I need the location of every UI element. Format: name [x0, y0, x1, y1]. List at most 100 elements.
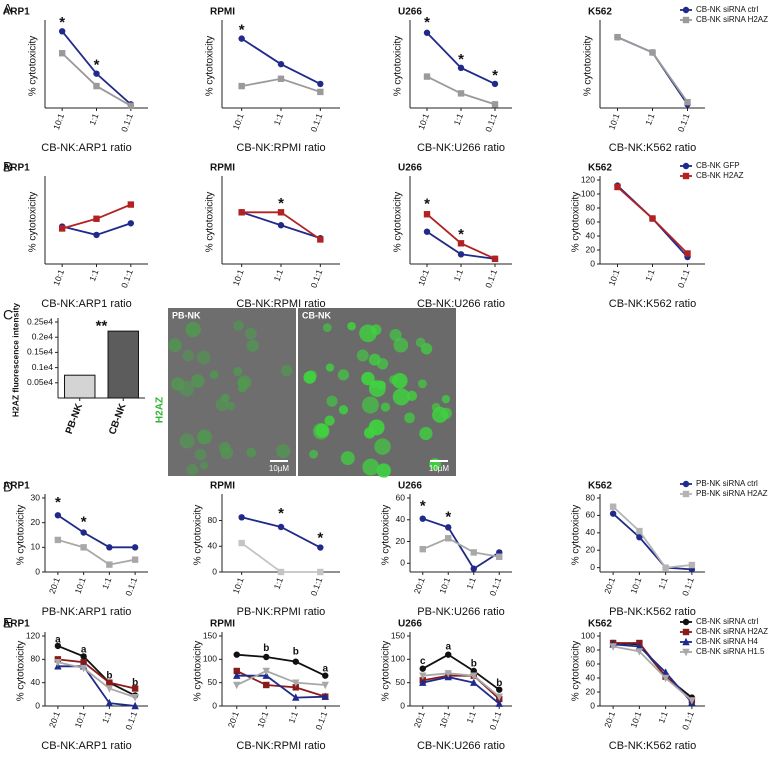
- x-tick-label: 1:1: [272, 576, 286, 591]
- cell: [374, 438, 391, 455]
- cell: [361, 371, 375, 386]
- marker: [661, 668, 670, 676]
- x-tick-label: 20:1: [47, 710, 62, 729]
- series-line: [236, 670, 326, 686]
- cell: [197, 429, 212, 445]
- cell: [244, 327, 257, 340]
- series-line: [57, 539, 136, 566]
- y-tick-label: 20: [396, 536, 406, 546]
- marker: [131, 694, 139, 702]
- marker: [127, 102, 135, 110]
- panel-letter: B: [3, 159, 12, 175]
- x-tick-label: 1:1: [87, 112, 101, 127]
- panel-letter: A: [3, 1, 13, 17]
- x-tick-label: 0.1:1: [487, 710, 503, 731]
- y-axis-label: % cytotoxicity: [205, 192, 216, 253]
- cell: [417, 379, 427, 389]
- y-tick-label: 20: [586, 686, 596, 696]
- marker: [491, 80, 499, 88]
- marker: [682, 172, 690, 180]
- x-tick-label: 10:1: [437, 576, 452, 595]
- series-line: [612, 645, 693, 702]
- x-tick-label: 1:1: [656, 576, 670, 591]
- annotation: *: [278, 505, 284, 522]
- marker: [419, 545, 426, 553]
- marker: [262, 667, 270, 676]
- marker: [54, 659, 62, 667]
- legend-label: CB-NK siRNA ctrl: [696, 5, 758, 14]
- marker: [292, 658, 299, 665]
- marker: [54, 512, 62, 519]
- series-line: [422, 672, 500, 698]
- x-tick-label: 0.1:1: [483, 268, 499, 289]
- annotation: c: [420, 656, 426, 667]
- marker: [131, 544, 139, 551]
- chart-title: ARP1: [3, 481, 30, 492]
- cell: [347, 321, 356, 331]
- cell: [303, 371, 317, 384]
- cell: [393, 337, 409, 353]
- x-tick-label: 10:1: [606, 112, 621, 131]
- marker: [609, 643, 617, 651]
- annotation: *: [420, 498, 426, 515]
- marker: [419, 665, 426, 672]
- marker: [54, 642, 62, 650]
- x-tick-label: 10:1: [416, 268, 431, 287]
- marker: [419, 515, 426, 522]
- annotation: *: [59, 14, 65, 31]
- chart-title: K562: [588, 481, 612, 492]
- marker: [106, 561, 113, 568]
- marker: [491, 255, 499, 263]
- y-tick-label: 60: [586, 658, 596, 668]
- marker: [93, 215, 100, 222]
- marker: [263, 681, 270, 689]
- series-line: [241, 542, 321, 573]
- annotation: a: [445, 641, 451, 652]
- y-tick-label: 120: [26, 630, 40, 640]
- cell: [326, 395, 338, 407]
- cell: [376, 358, 389, 370]
- marker: [317, 236, 324, 243]
- x-tick-label: 0.1:1: [680, 710, 696, 731]
- y-tick-label: 0: [400, 558, 405, 568]
- marker: [277, 75, 285, 82]
- x-axis-label: CB-NK:RPMI ratio: [236, 142, 325, 154]
- cell: [170, 377, 185, 391]
- y-axis-label: % cytotoxicity: [16, 505, 27, 566]
- marker: [277, 60, 285, 68]
- y-tick-label: 20: [586, 244, 596, 254]
- cell: [441, 394, 451, 404]
- scale-label: 10µM: [269, 464, 290, 473]
- cell: [199, 461, 209, 470]
- y-tick-label: 0: [590, 700, 595, 710]
- x-tick-label: 1:1: [643, 268, 657, 283]
- y-axis-label: % cytotoxicity: [193, 641, 204, 702]
- x-tick-label: 1:1: [464, 710, 478, 725]
- marker: [233, 671, 241, 679]
- marker: [445, 651, 452, 658]
- annotation: a: [322, 663, 328, 674]
- marker: [684, 98, 691, 106]
- x-tick-label: 1:1: [100, 576, 114, 591]
- x-tick-label: 0.1:1: [123, 576, 139, 597]
- marker: [423, 73, 431, 80]
- y-tick-label: 40: [208, 541, 218, 551]
- series-line: [236, 674, 326, 699]
- x-tick-label: 0.1:1: [483, 112, 499, 133]
- marker: [688, 561, 696, 569]
- y-tick-label: 60: [586, 216, 596, 226]
- x-tick-label: 20:1: [226, 710, 241, 729]
- x-axis-label: CB-NK:K562 ratio: [609, 142, 696, 154]
- marker: [317, 88, 324, 96]
- marker: [649, 215, 656, 222]
- marker: [321, 692, 329, 700]
- y-axis-label: % cytotoxicity: [571, 192, 582, 253]
- marker: [93, 82, 100, 90]
- panel-letter: D: [3, 479, 13, 495]
- annotation: b: [263, 643, 269, 654]
- marker: [322, 672, 329, 679]
- x-tick-label: 10:1: [73, 576, 88, 595]
- x-tick-label: 10:1: [628, 710, 643, 729]
- marker: [131, 685, 139, 692]
- x-tick-label: 1:1: [656, 710, 670, 725]
